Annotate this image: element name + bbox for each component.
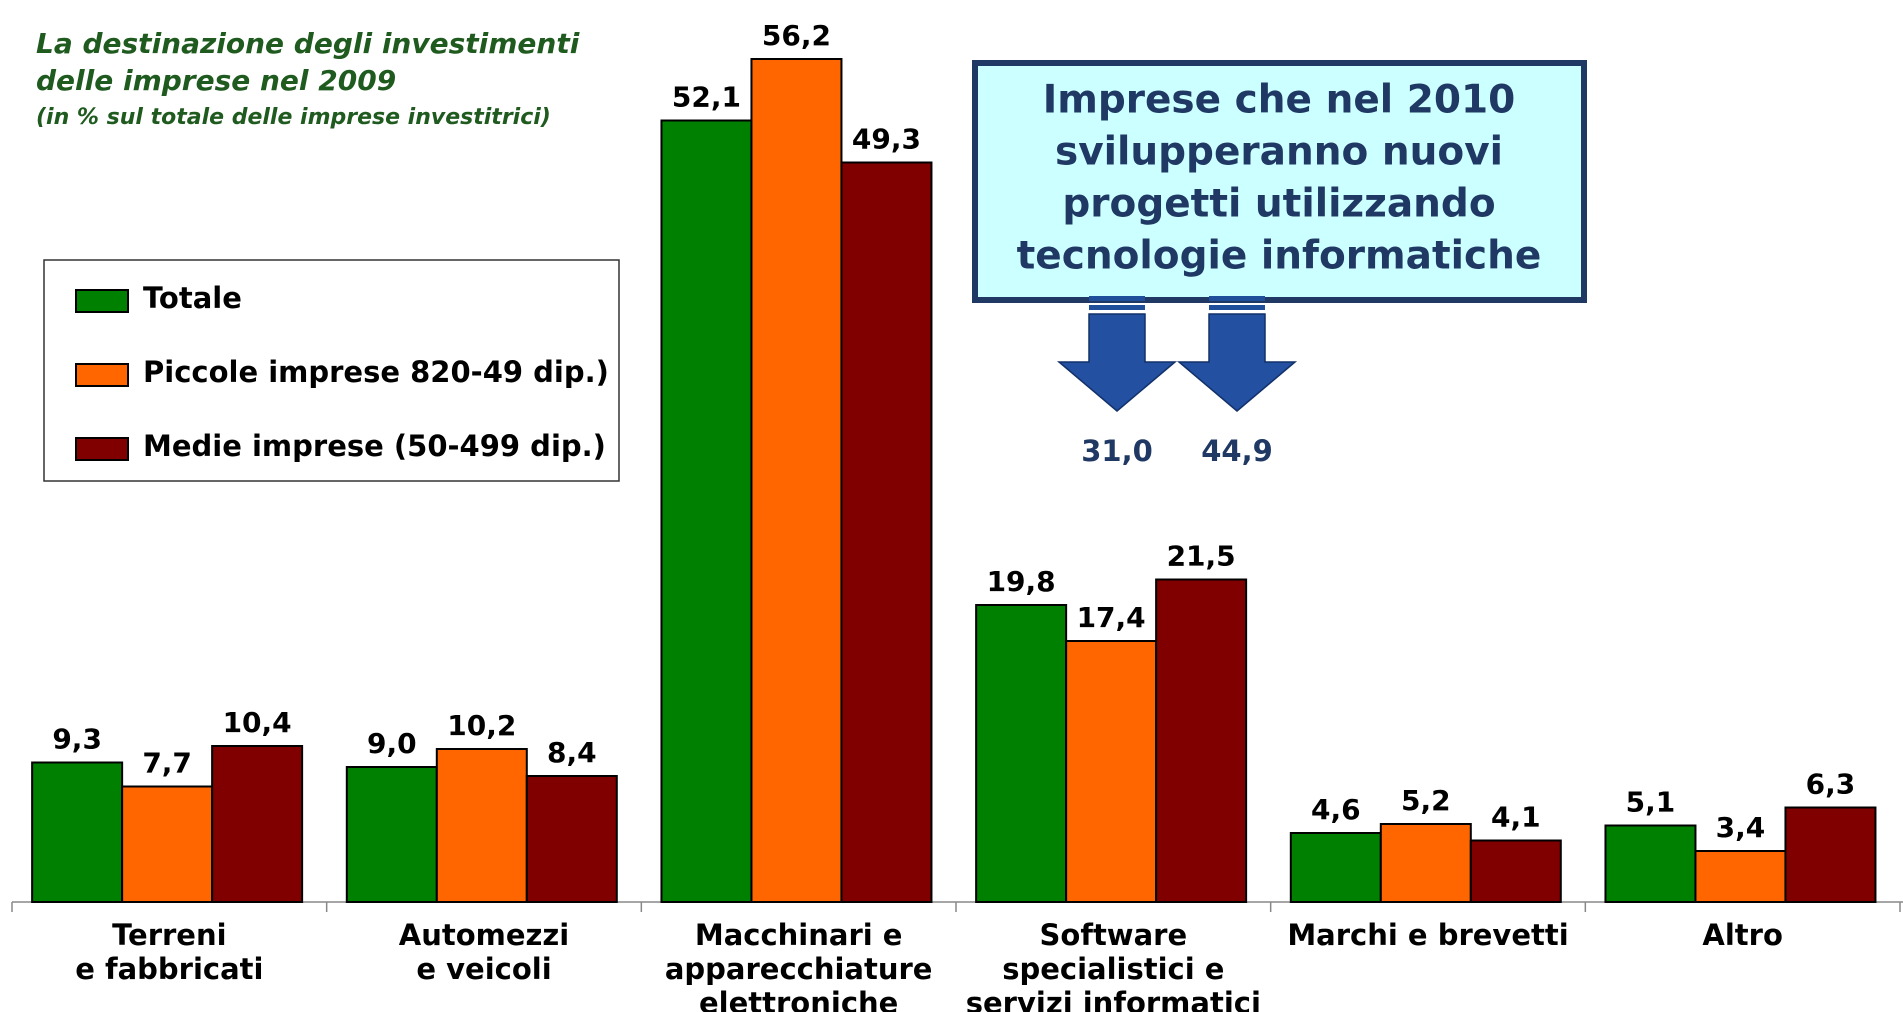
arrow-part <box>1176 313 1298 412</box>
x-tick-label: e veicoli <box>416 952 551 986</box>
x-tick-label: Macchinari e <box>695 918 903 952</box>
arrow-part <box>1209 296 1265 301</box>
x-tick-label: Altro <box>1702 918 1782 952</box>
legend-label: Totale <box>143 281 242 315</box>
legend-swatch <box>75 363 129 387</box>
bar <box>1289 832 1382 903</box>
legend-swatch <box>75 437 129 461</box>
value-label: 4,6 <box>1311 793 1361 826</box>
bar <box>211 745 304 903</box>
value-label: 17,4 <box>1077 601 1146 634</box>
callout-arrow <box>1176 296 1298 412</box>
bar <box>1604 824 1697 903</box>
callout-value: 31,0 <box>1081 434 1153 468</box>
callout-box <box>972 60 1587 303</box>
arrow-part <box>1089 296 1145 301</box>
value-label: 8,4 <box>547 736 597 769</box>
bar <box>1379 823 1472 903</box>
callout-text: Imprese che nel 2010 <box>1043 78 1516 123</box>
legend-swatch <box>75 289 129 313</box>
value-label: 10,4 <box>223 706 292 739</box>
value-label: 5,1 <box>1626 786 1676 819</box>
bar <box>121 785 214 903</box>
callout-arrow <box>1056 296 1178 412</box>
bar <box>31 761 124 903</box>
x-tick-label: servizi informatici <box>966 986 1261 1012</box>
value-label: 52,1 <box>672 81 741 114</box>
bar <box>1784 806 1877 903</box>
bar <box>840 161 933 903</box>
callout-text: progetti utilizzando <box>1062 182 1495 227</box>
arrow-part <box>1209 305 1265 310</box>
value-label: 10,2 <box>447 709 516 742</box>
bar <box>750 58 843 903</box>
callout-text: svilupperanno nuovi <box>1055 130 1503 175</box>
bar <box>660 119 753 903</box>
bar <box>1694 850 1787 903</box>
bar <box>975 604 1068 903</box>
value-label: 7,7 <box>142 747 192 780</box>
value-label: 5,2 <box>1401 784 1451 817</box>
x-tick-label: Terreni <box>112 918 226 952</box>
x-tick-label: apparecchiature <box>665 952 933 986</box>
chart-title: La destinazione degli investimenti <box>36 27 580 60</box>
x-tick-label: Automezzi <box>399 918 569 952</box>
bar <box>345 766 438 903</box>
arrow-part <box>1089 305 1145 310</box>
legend-label: Piccole imprese 820-49 dip.) <box>143 355 609 389</box>
bar <box>1469 839 1562 903</box>
callout-value: 44,9 <box>1201 434 1273 468</box>
bar <box>435 748 528 903</box>
value-label: 4,1 <box>1491 801 1541 834</box>
value-label: 9,3 <box>52 723 102 756</box>
bar <box>525 775 618 903</box>
chart-title: delle imprese nel 2009 <box>36 64 396 97</box>
value-label: 21,5 <box>1167 540 1236 573</box>
x-tick-label: specialistici e <box>1002 952 1224 986</box>
value-label: 9,0 <box>367 727 417 760</box>
value-label: 6,3 <box>1806 768 1856 801</box>
x-tick-label: Marchi e brevetti <box>1287 918 1568 952</box>
value-label: 56,2 <box>762 19 831 52</box>
value-label: 3,4 <box>1716 811 1766 844</box>
x-tick-label: Software <box>1040 918 1188 952</box>
x-tick-label: elettroniche <box>699 986 898 1012</box>
value-label: 19,8 <box>987 565 1056 598</box>
chart-subtitle: (in % sul totale delle imprese investitr… <box>36 105 551 130</box>
legend-label: Medie imprese (50-499 dip.) <box>143 429 606 463</box>
arrow-part <box>1056 313 1178 412</box>
callout-text: tecnologie informatiche <box>1017 234 1542 279</box>
x-tick-label: e fabbricati <box>75 952 263 986</box>
bar <box>1065 640 1158 903</box>
legend-box <box>43 259 620 482</box>
bar <box>1155 578 1248 903</box>
value-label: 49,3 <box>852 123 921 156</box>
